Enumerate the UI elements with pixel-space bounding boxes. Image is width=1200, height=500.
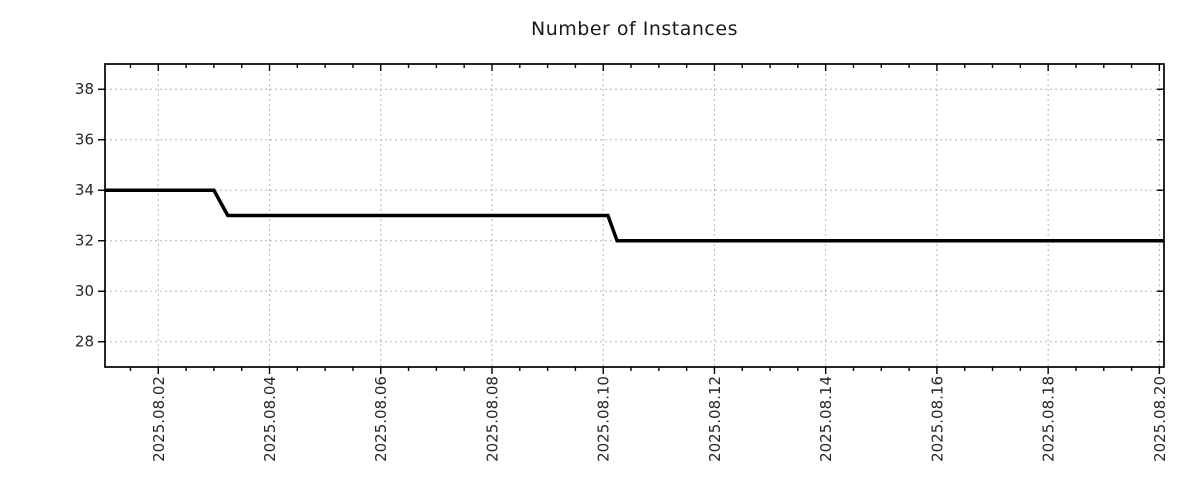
chart-title: Number of Instances	[531, 18, 738, 40]
plot-border	[104, 63, 1165, 368]
x-tick-label: 2025.08.02	[150, 376, 168, 462]
y-tick-label: 36	[75, 131, 94, 149]
x-tick-label: 2025.08.14	[817, 376, 835, 462]
y-tick-label: 28	[75, 333, 94, 351]
x-tick-label: 2025.08.12	[706, 376, 724, 462]
x-tick-label: 2025.08.16	[928, 376, 946, 462]
x-tick-label: 2025.08.18	[1040, 376, 1058, 462]
x-tick-label: 2025.08.08	[483, 376, 501, 462]
x-tick-label: 2025.08.06	[372, 376, 390, 462]
y-tick-label: 30	[75, 282, 94, 300]
y-tick-label: 32	[75, 232, 94, 250]
y-tick-label: 38	[75, 80, 94, 98]
y-tick-label: 34	[75, 181, 94, 199]
data-line	[105, 188, 1164, 243]
x-tick-label: 2025.08.04	[261, 376, 279, 462]
x-tick-label: 2025.08.10	[595, 376, 613, 462]
x-tick-label: 2025.08.20	[1151, 376, 1169, 462]
